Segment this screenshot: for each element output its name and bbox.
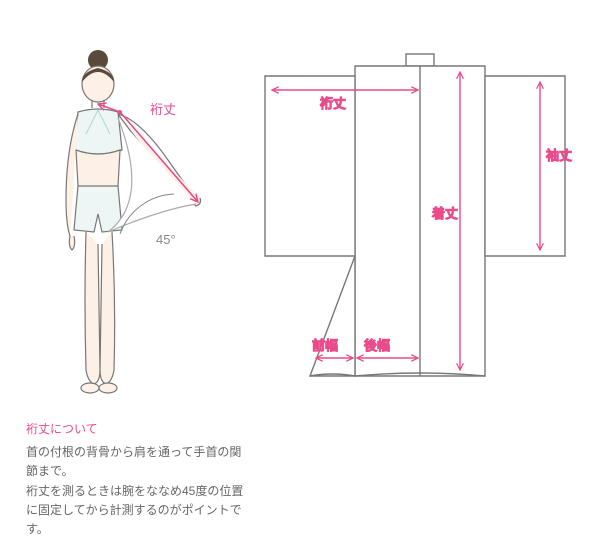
angle-label: 45° <box>156 232 176 247</box>
body-figure <box>66 50 201 393</box>
kimono-outline <box>265 54 565 376</box>
note-title: 裄丈について <box>26 420 246 439</box>
diagram-root: 裄丈 45° 裄丈 着丈 袖丈 前幅 <box>0 0 600 550</box>
kimono-sodetake-label: 袖丈 <box>546 148 572 163</box>
kimono-kitake-label: 着丈 <box>432 206 458 221</box>
note-line2: 裄丈を測るときは腕をななめ45度の位置に固定してから計測するのがポイントです。 <box>26 482 246 540</box>
kimono-yuki-label: 裄丈 <box>320 96 346 111</box>
kimono-maehaba-label: 前幅 <box>312 338 338 353</box>
kimono-ushirohaba-label: 後幅 <box>364 338 390 353</box>
note-line1: 首の付根の背骨から肩を通って手首の関節まで。 <box>26 443 246 481</box>
yuki-body-label: 裄丈 <box>150 102 176 117</box>
note-block: 裄丈について 首の付根の背骨から肩を通って手首の関節まで。 裄丈を測るときは腕を… <box>26 420 246 539</box>
